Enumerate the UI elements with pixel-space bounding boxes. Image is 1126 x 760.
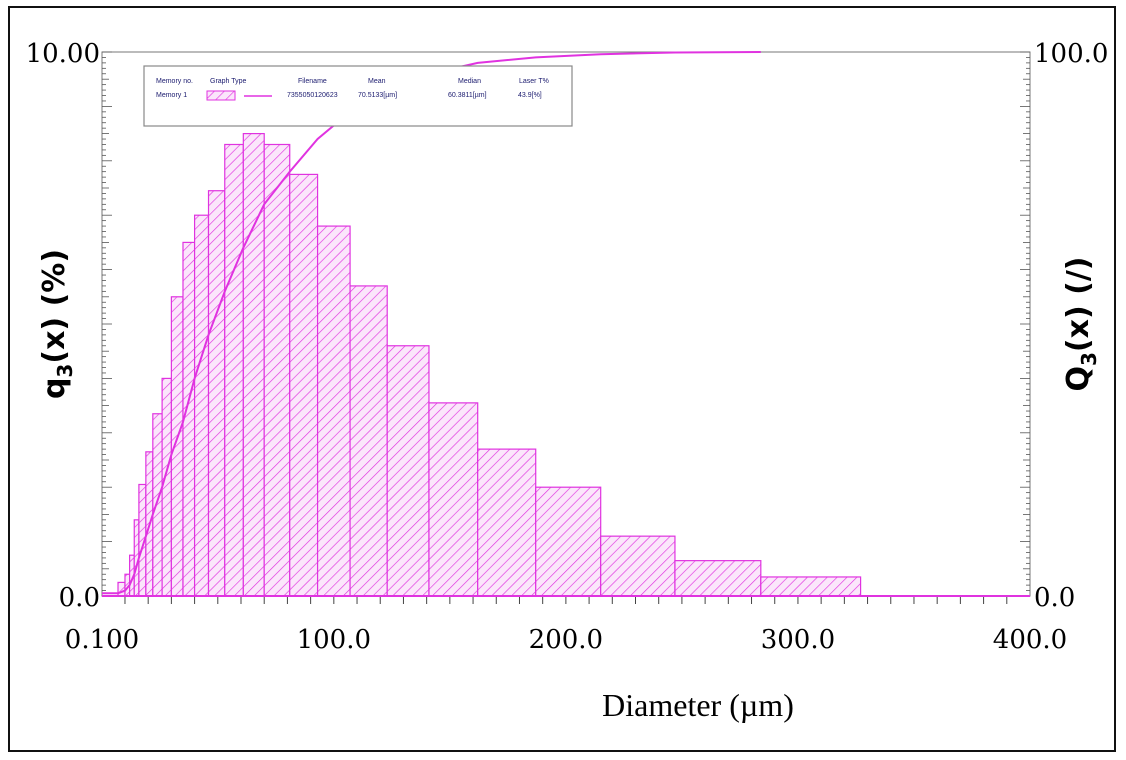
histogram-bar <box>349 285 388 597</box>
histogram-bar <box>428 402 479 597</box>
histogram-bar <box>152 413 163 597</box>
legend-value-memory: Memory 1 <box>156 92 187 99</box>
y-left-tick-top: 10.00 <box>26 39 100 69</box>
histogram-bar <box>224 143 244 597</box>
histogram-bar <box>477 448 537 597</box>
y-left-axis-title: q3(x) (%) <box>37 249 77 399</box>
y-right-axis-title: Q3(x) (/) <box>1061 256 1101 391</box>
histogram-bars <box>117 132 862 597</box>
x-axis-tick-labels: 0.100 100.0 200.0 300.0 400.0 <box>65 625 1067 655</box>
histogram-bar <box>535 486 602 597</box>
x-tick-label: 400.0 <box>993 625 1067 655</box>
legend-swatch-hatch <box>206 90 236 101</box>
legend-value-filename: 7355050120623 <box>287 92 338 99</box>
y-left-title-rest: (x) (%) <box>37 249 72 364</box>
x-tick-label: 300.0 <box>761 625 835 655</box>
histogram-bar <box>207 190 226 597</box>
right-axis-minor-ticks <box>1020 51 1030 597</box>
x-axis-title: Diameter (µm) <box>602 687 794 723</box>
left-axis-minor-ticks <box>102 51 112 597</box>
legend-header-graph-type: Graph Type <box>210 78 247 85</box>
y-right-title-sub: 3 <box>1077 352 1101 366</box>
legend-value-median: 60.3811[µm] <box>448 92 487 99</box>
y-left-title-main: q <box>37 378 72 399</box>
x-tick-label: 100.0 <box>297 625 371 655</box>
y-right-title-rest: (x) (/) <box>1061 256 1096 352</box>
chart-frame: Memory no. Graph Type Filename Mean Medi… <box>8 6 1116 752</box>
y-right-tick-bottom: 0.0 <box>1034 583 1075 613</box>
histogram-bar <box>193 214 210 597</box>
cumulative-curve <box>102 51 761 595</box>
y-right-title-main: Q <box>1061 366 1096 392</box>
y-right-tick-top: 100.0 <box>1034 39 1108 69</box>
histogram-bar <box>170 296 184 597</box>
histogram-bar <box>242 132 265 597</box>
legend-value-laser: 43.9[%] <box>518 92 542 99</box>
legend-header-median: Median <box>458 78 481 85</box>
legend-header-mean: Mean <box>368 78 386 85</box>
histogram-bar <box>263 143 291 597</box>
legend-value-mean: 70.5133[µm] <box>358 92 397 99</box>
histogram-bar <box>316 225 351 597</box>
histogram-bar <box>386 345 430 597</box>
histogram-bar <box>760 576 862 597</box>
histogram-bar <box>289 173 319 597</box>
histogram-bar <box>674 560 762 597</box>
legend-header-memory: Memory no. <box>156 78 193 85</box>
particle-size-chart: Memory no. Graph Type Filename Mean Medi… <box>26 39 1109 723</box>
histogram-bar <box>161 377 172 597</box>
histogram-bar <box>600 535 676 597</box>
legend: Memory no. Graph Type Filename Mean Medi… <box>143 65 573 127</box>
x-tick-label: 200.0 <box>529 625 603 655</box>
bottom-axis-minor-ticks <box>124 596 1008 604</box>
y-left-tick-bottom: 0.0 <box>59 583 100 613</box>
legend-header-filename: Filename <box>298 78 327 85</box>
x-tick-label: 0.100 <box>65 625 139 655</box>
legend-header-laser: Laser T% <box>519 78 549 85</box>
y-left-title-sub: 3 <box>53 364 77 378</box>
